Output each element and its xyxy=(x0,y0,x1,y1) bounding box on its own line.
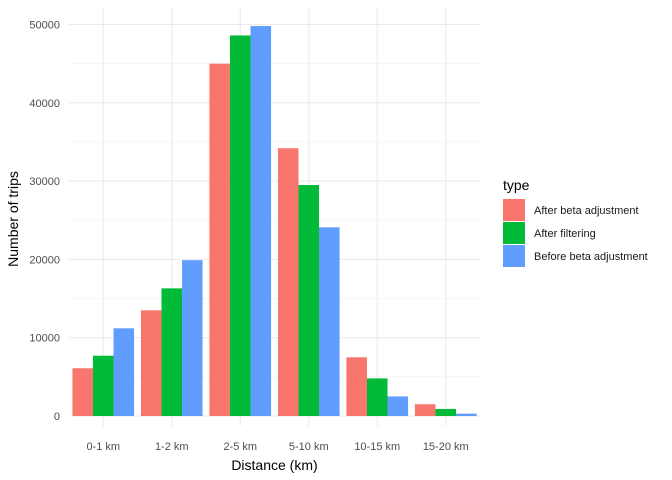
bar xyxy=(229,35,251,416)
x-tick-label: 5-10 km xyxy=(289,441,329,453)
legend-label: After beta adjustment xyxy=(534,205,639,217)
bar xyxy=(456,413,477,416)
legend-label: After filtering xyxy=(534,228,596,240)
legend-label: Before beta adjustment xyxy=(534,251,648,263)
x-tick-label: 1-2 km xyxy=(155,441,189,453)
bar xyxy=(366,378,388,416)
bar xyxy=(387,396,409,416)
x-tick-labels: 0-1 km 1-2 km 2-5 km 5-10 km 10-15 km 15-20 k… xyxy=(86,441,468,453)
bar xyxy=(72,368,93,416)
bar xyxy=(161,288,183,416)
bar xyxy=(435,408,457,416)
bars xyxy=(72,26,477,417)
bar xyxy=(277,148,299,417)
y-tick-label: 20000 xyxy=(29,254,60,266)
bar xyxy=(346,357,367,416)
legend-swatch xyxy=(503,199,525,221)
bar xyxy=(319,227,340,416)
legend-swatch xyxy=(503,222,525,244)
y-tick-label: 30000 xyxy=(29,176,60,188)
legend-title: type xyxy=(503,177,530,193)
x-tick-label: 2-5 km xyxy=(223,441,257,453)
bar xyxy=(414,404,436,416)
legend-swatch xyxy=(503,245,525,267)
bar xyxy=(209,63,230,417)
legend-items: After beta adjustment After filtering Befo… xyxy=(503,199,648,267)
x-axis-title: Distance (km) xyxy=(231,457,317,473)
y-tick-label: 10000 xyxy=(29,333,60,345)
bar xyxy=(140,310,162,416)
x-tick-label: 15-20 km xyxy=(423,441,469,453)
x-tick-label: 10-15 km xyxy=(354,441,400,453)
bar xyxy=(182,260,203,416)
x-tick-label: 0-1 km xyxy=(86,441,120,453)
y-axis-title: Number of trips xyxy=(5,171,21,267)
legend: type After beta adjustment After filterin… xyxy=(503,177,648,267)
y-tick-label: 50000 xyxy=(29,20,60,32)
bar xyxy=(298,185,320,416)
y-tick-label: 0 xyxy=(54,411,60,423)
bar xyxy=(113,328,135,416)
y-tick-labels: 0 10000 20000 30000 40000 50000 xyxy=(29,20,60,424)
y-tick-label: 40000 xyxy=(29,98,60,110)
bar xyxy=(92,355,114,416)
bar xyxy=(250,26,272,416)
